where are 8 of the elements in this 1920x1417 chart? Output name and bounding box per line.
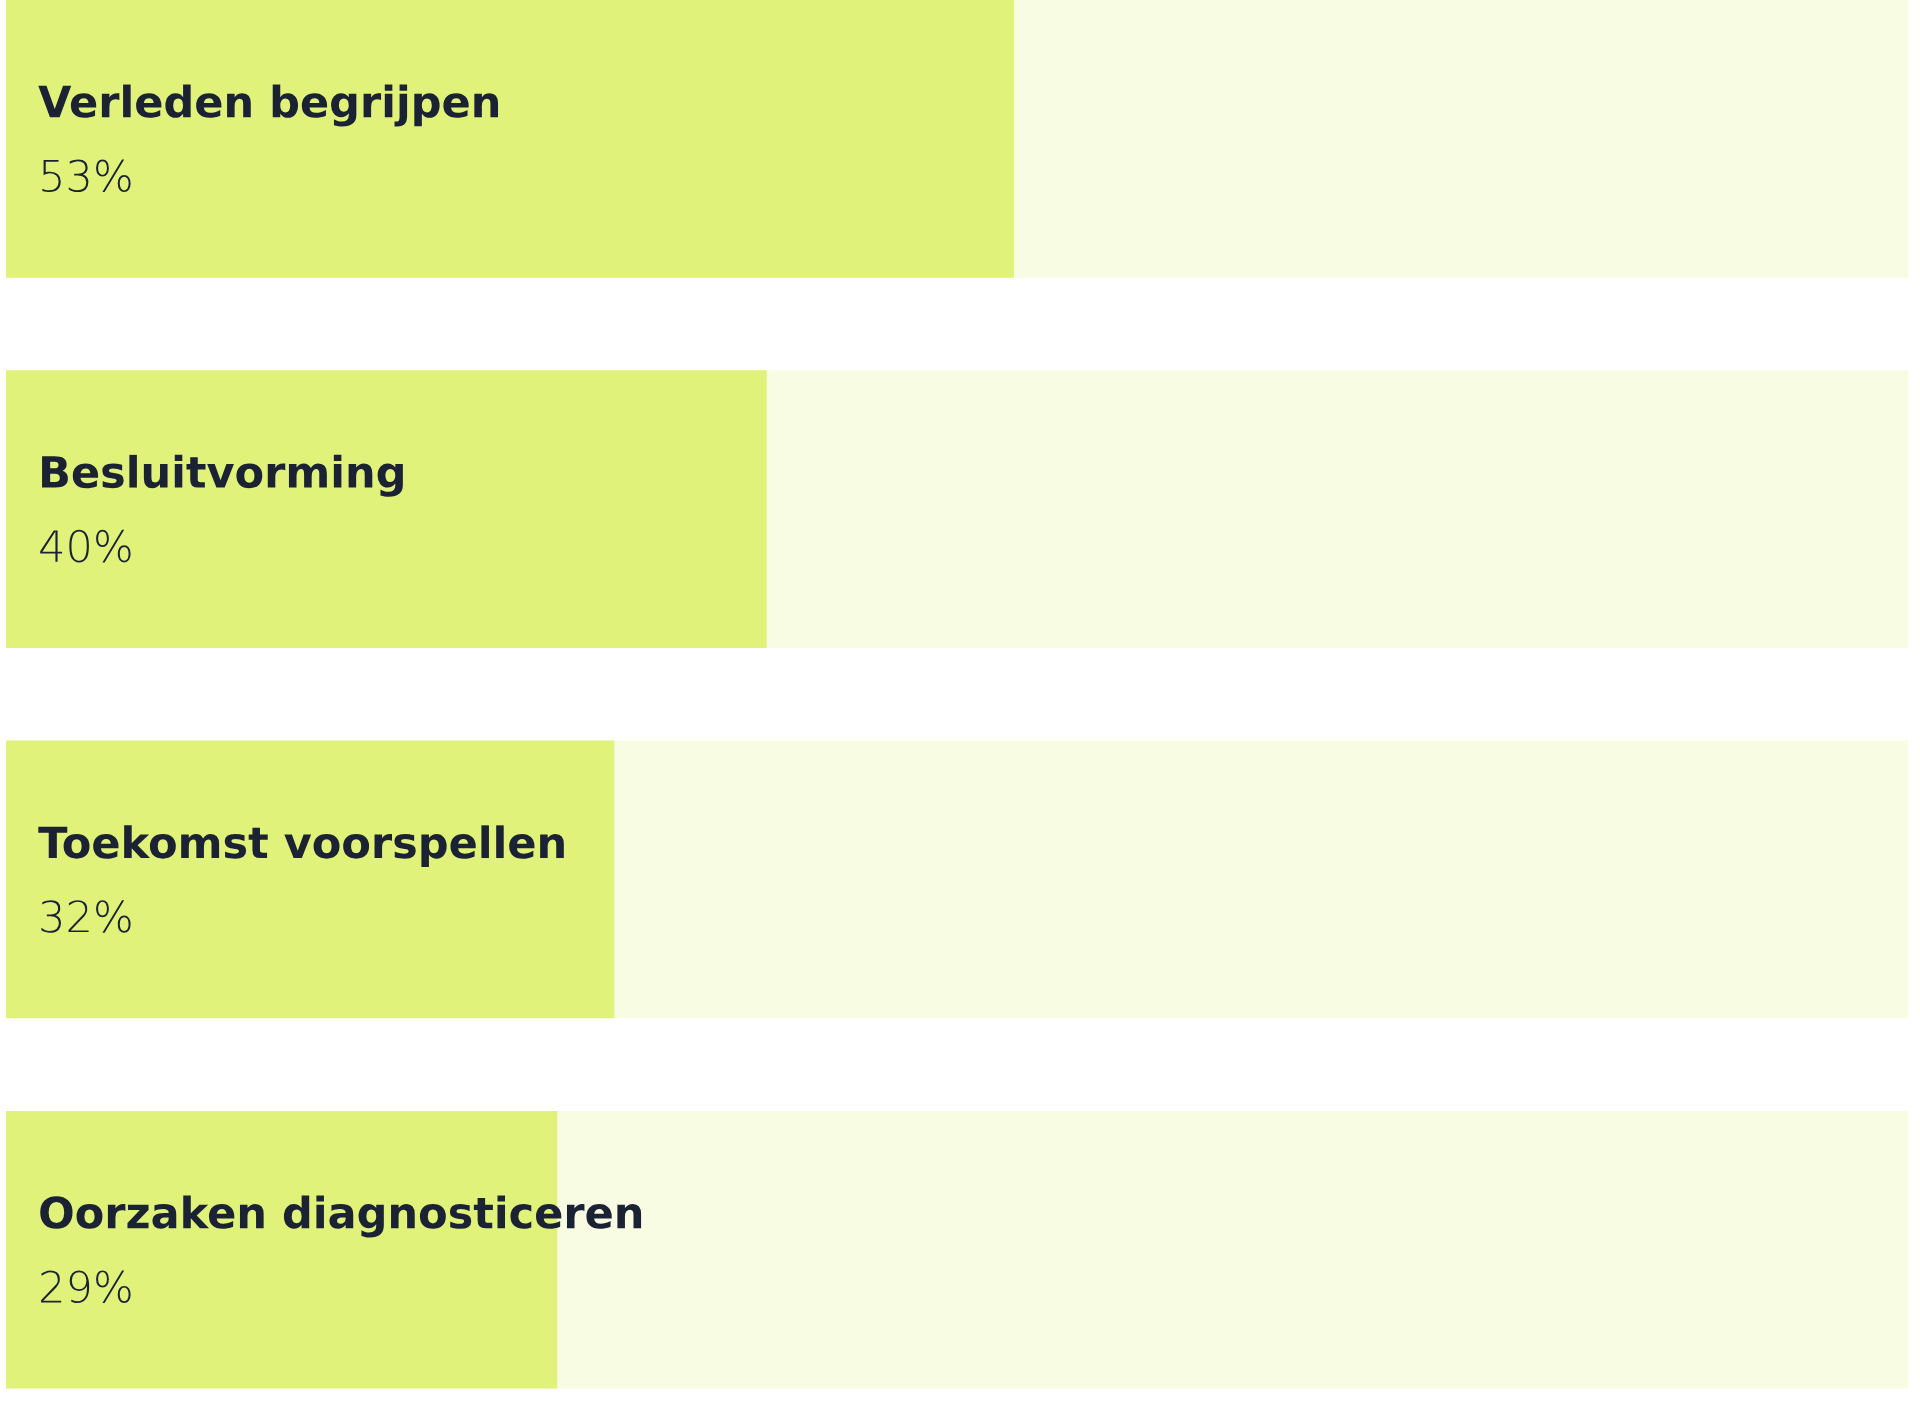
data-label: 40% <box>40 529 131 563</box>
y-tick-label: Verleden begrijpen <box>38 84 499 127</box>
y-tick-label: Besluitvorming <box>42 454 403 497</box>
y-tick-label: Oorzaken diagnosticeren <box>40 1195 642 1238</box>
y-tick-label: Toekomst voorspellen <box>38 825 564 867</box>
data-label: 53% <box>42 159 131 193</box>
data-label: 32% <box>41 900 131 933</box>
data-label: 29% <box>41 1270 131 1304</box>
